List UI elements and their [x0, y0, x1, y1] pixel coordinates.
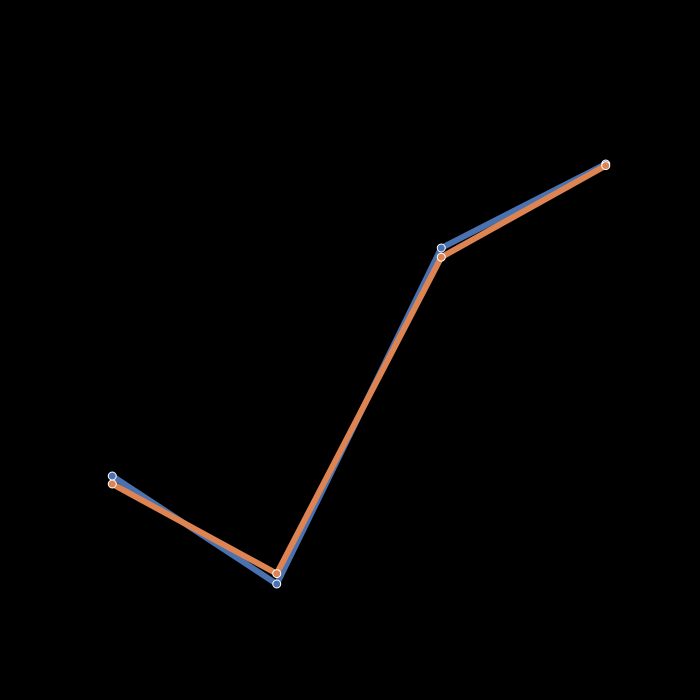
series-2-point-3	[436, 252, 446, 262]
series-1-point-3	[436, 243, 446, 253]
series-2-line	[109, 162, 609, 577]
series-2-point-1	[107, 479, 117, 489]
series-1-point-1	[107, 471, 117, 481]
series-2-point-4	[601, 161, 611, 171]
series-1-point-2	[272, 579, 282, 589]
series-2-point-2	[272, 569, 282, 579]
series-layer	[107, 159, 611, 589]
